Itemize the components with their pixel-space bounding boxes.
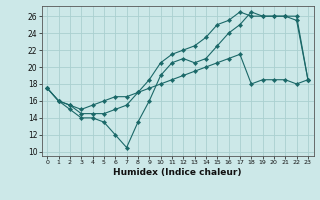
X-axis label: Humidex (Indice chaleur): Humidex (Indice chaleur) xyxy=(113,168,242,177)
